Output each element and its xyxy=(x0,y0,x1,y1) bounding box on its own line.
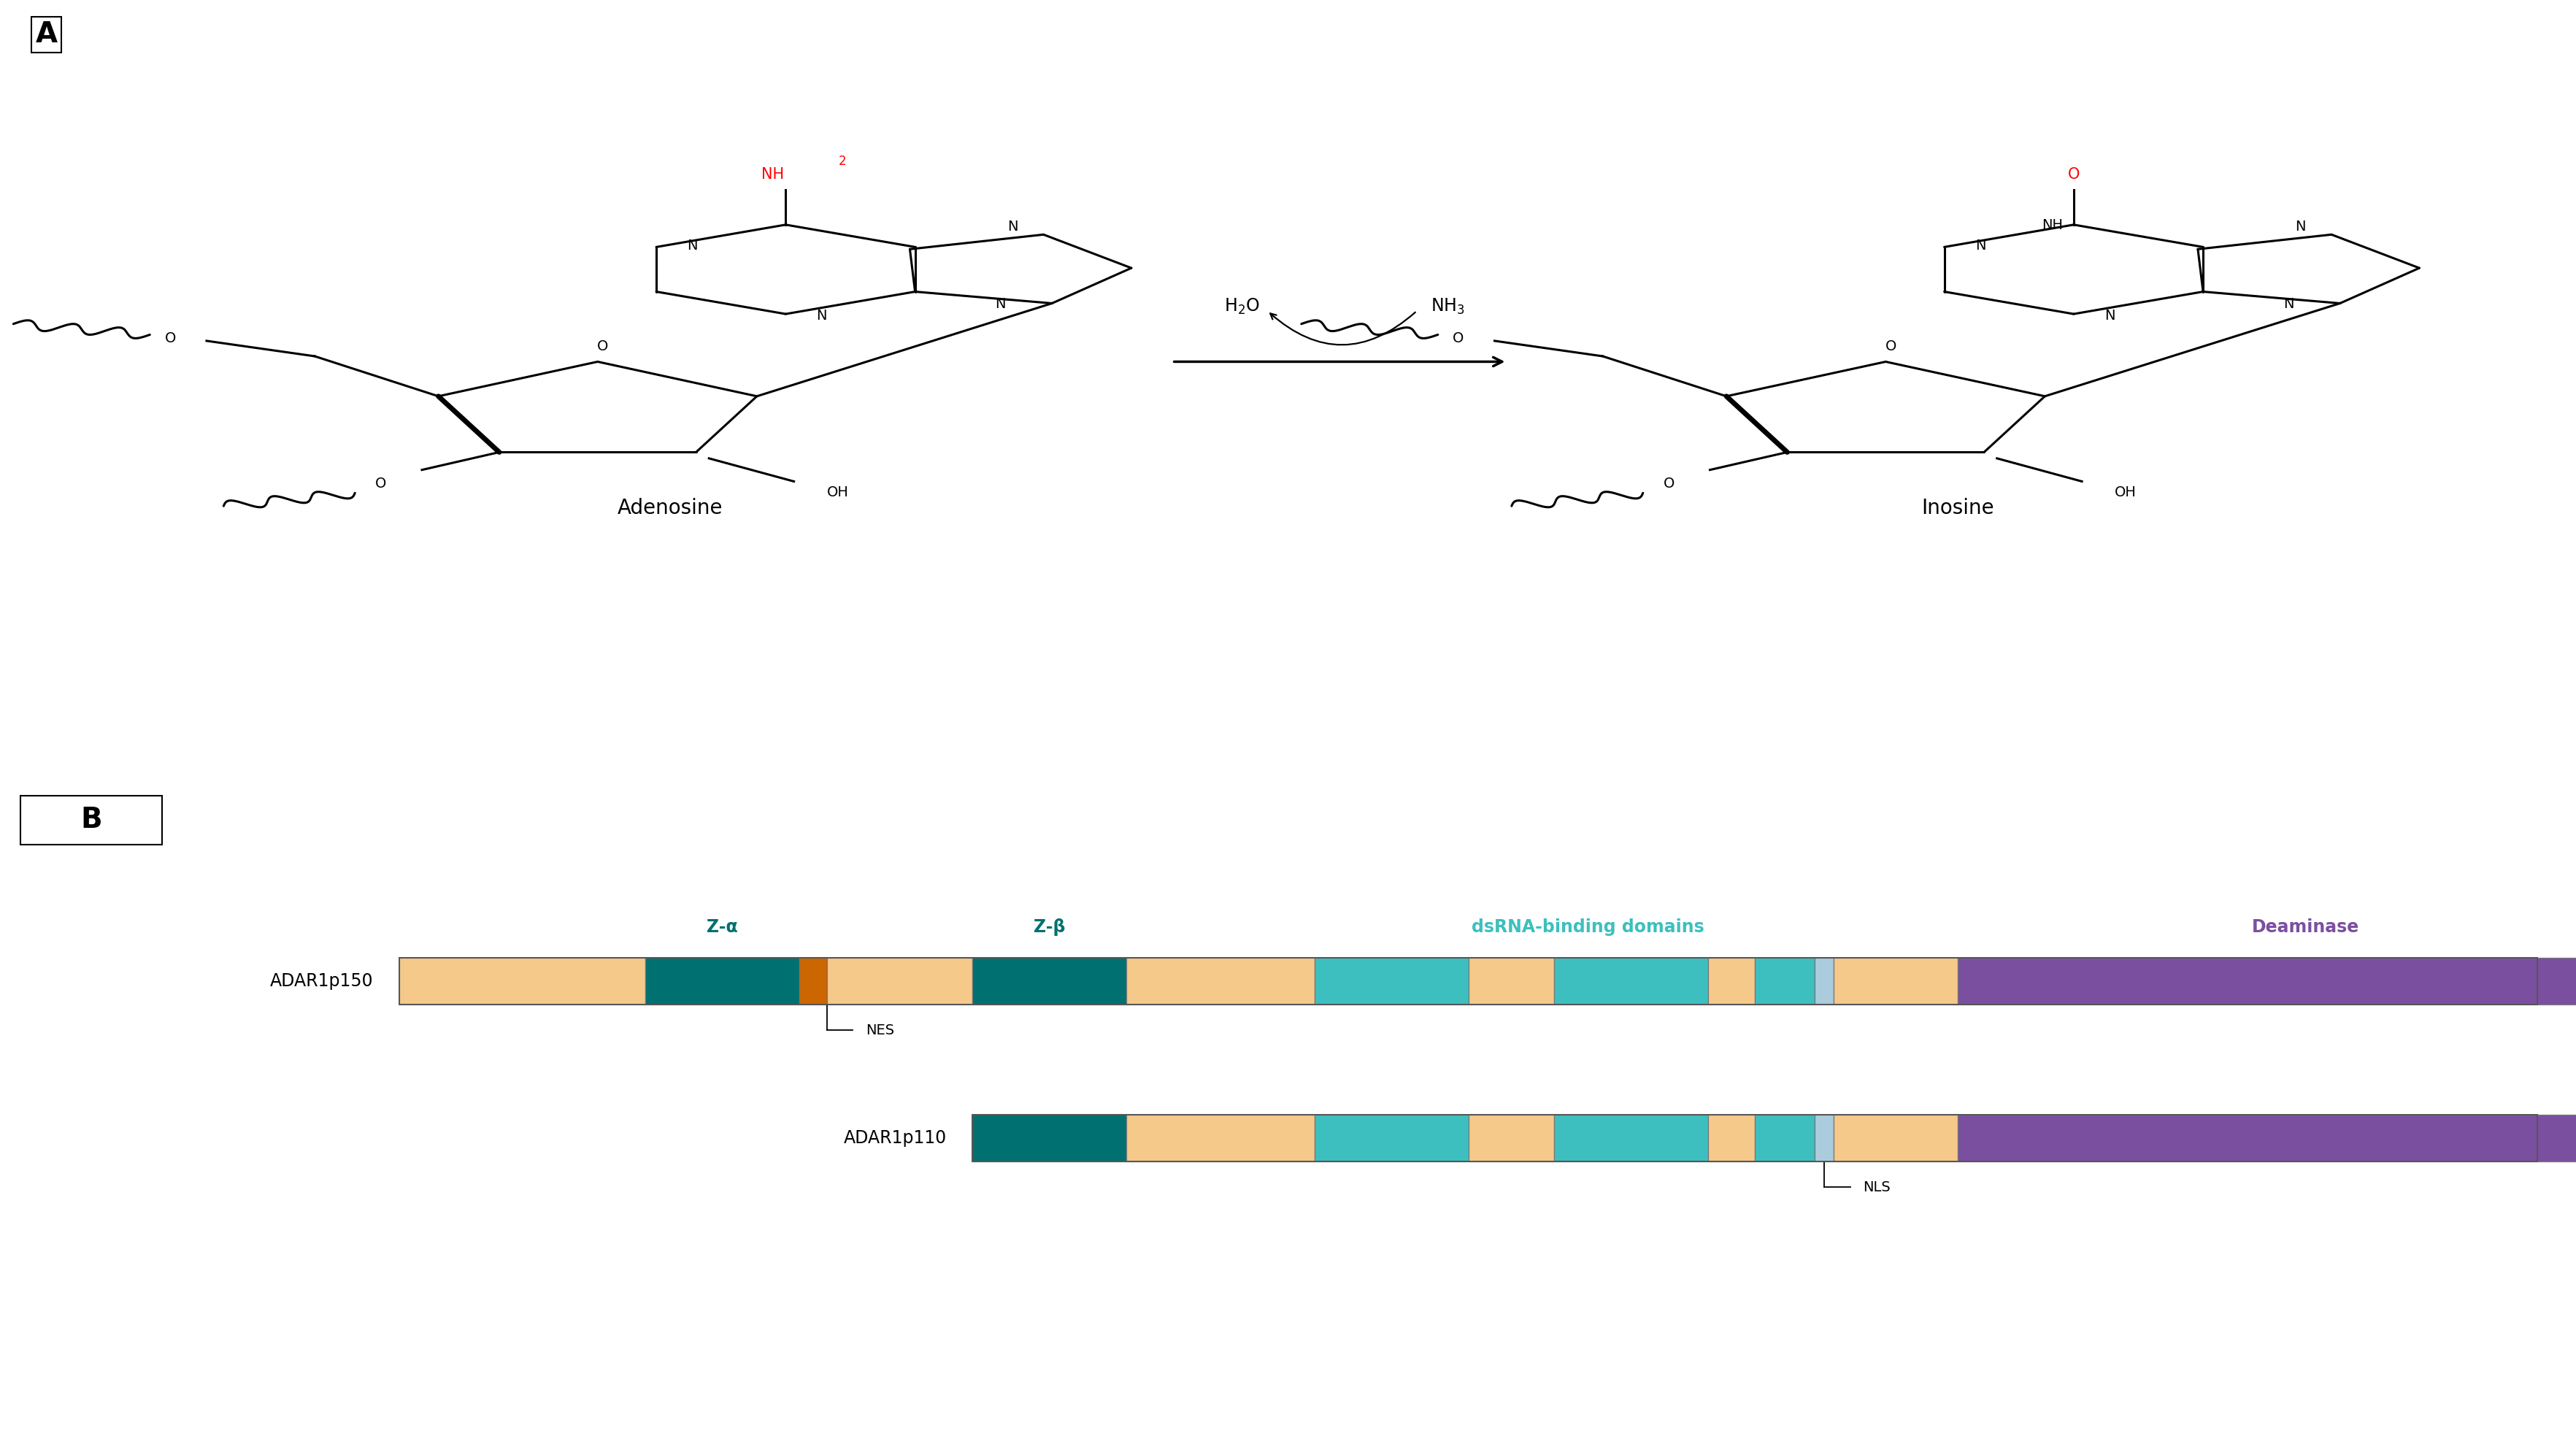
Text: N: N xyxy=(2295,219,2306,234)
Text: NES: NES xyxy=(866,1024,894,1037)
Bar xyxy=(1708,1115,1754,1162)
Text: O: O xyxy=(376,476,386,491)
Bar xyxy=(1468,1115,1553,1162)
Text: Adenosine: Adenosine xyxy=(618,498,721,518)
Bar xyxy=(971,1115,2537,1162)
Text: OH: OH xyxy=(827,485,848,499)
Bar xyxy=(971,1115,1126,1162)
Text: Z-β: Z-β xyxy=(1033,919,1064,937)
Text: ADAR1p150: ADAR1p150 xyxy=(270,973,374,990)
Text: N: N xyxy=(2105,309,2115,322)
Bar xyxy=(1958,958,2576,1005)
Text: O: O xyxy=(1886,340,1896,353)
Text: Deaminase: Deaminase xyxy=(2251,919,2360,937)
Bar xyxy=(1814,1115,1834,1162)
Text: 2: 2 xyxy=(837,155,848,168)
Bar xyxy=(1553,958,1708,1005)
Bar xyxy=(1314,1115,1468,1162)
Bar xyxy=(644,958,799,1005)
Text: $\mathregular{NH_3}$: $\mathregular{NH_3}$ xyxy=(1430,296,1466,317)
Text: N: N xyxy=(994,298,1005,311)
Text: OH: OH xyxy=(2115,485,2136,499)
Bar xyxy=(1468,958,1553,1005)
Text: Inosine: Inosine xyxy=(1922,498,1994,518)
Bar xyxy=(799,958,827,1005)
Bar xyxy=(971,958,1126,1005)
Bar xyxy=(399,958,644,1005)
Text: O: O xyxy=(1453,331,1463,346)
Bar xyxy=(1553,1115,1708,1162)
Text: A: A xyxy=(36,20,57,48)
Bar xyxy=(1754,958,1814,1005)
Text: N: N xyxy=(2282,298,2293,311)
Text: $\mathregular{H_2O}$: $\mathregular{H_2O}$ xyxy=(1224,296,1260,317)
Bar xyxy=(1814,958,1834,1005)
Text: N: N xyxy=(688,238,698,253)
Text: ADAR1p110: ADAR1p110 xyxy=(842,1130,945,1147)
Text: N: N xyxy=(1976,238,1986,253)
Bar xyxy=(1126,1115,1314,1162)
Text: O: O xyxy=(165,331,175,346)
Text: N: N xyxy=(817,309,827,322)
Bar xyxy=(1708,958,1754,1005)
Bar xyxy=(399,958,2537,1005)
Bar xyxy=(1314,958,1468,1005)
Text: O: O xyxy=(2069,167,2079,182)
Bar xyxy=(1834,1115,1958,1162)
Text: NLS: NLS xyxy=(1862,1180,1891,1194)
Bar xyxy=(1754,1115,1814,1162)
Bar xyxy=(827,958,971,1005)
Text: O: O xyxy=(598,340,608,353)
Text: NH: NH xyxy=(762,167,783,182)
Bar xyxy=(1958,1115,2576,1162)
Bar xyxy=(1126,958,1314,1005)
Text: B: B xyxy=(80,806,103,833)
Text: dsRNA-binding domains: dsRNA-binding domains xyxy=(1471,919,1705,937)
Text: O: O xyxy=(1664,476,1674,491)
Text: N: N xyxy=(1007,219,1018,234)
Bar xyxy=(1834,958,1958,1005)
Bar xyxy=(21,796,162,845)
Text: Z-α: Z-α xyxy=(706,919,737,937)
Text: NH: NH xyxy=(2043,219,2063,232)
